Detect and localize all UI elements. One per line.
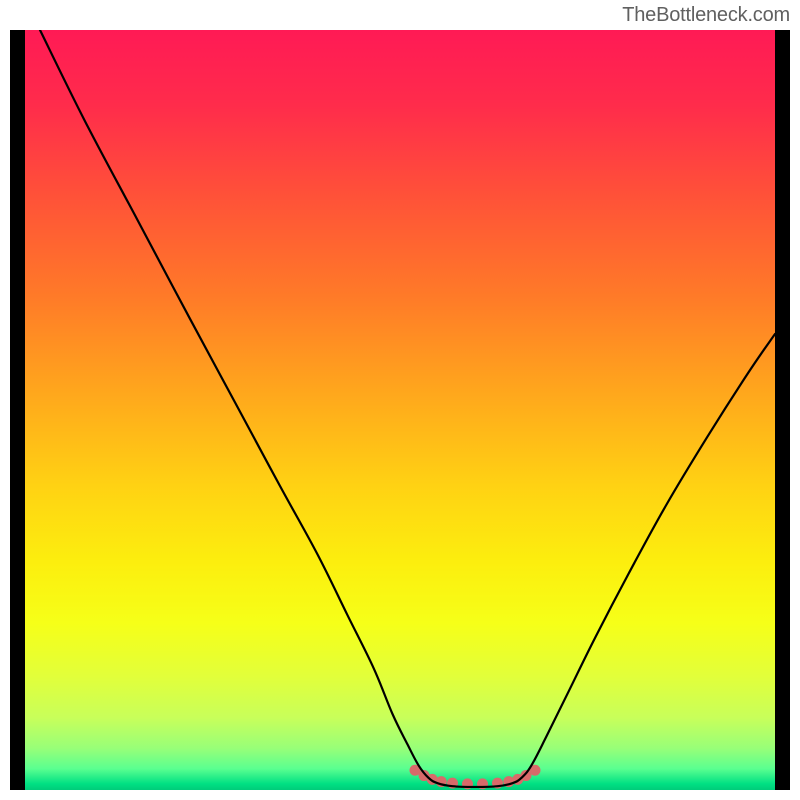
watermark-text: TheBottleneck.com	[622, 4, 790, 27]
chart-plot-area	[25, 30, 775, 790]
chart-svg	[25, 30, 775, 790]
chart-background	[25, 30, 775, 790]
